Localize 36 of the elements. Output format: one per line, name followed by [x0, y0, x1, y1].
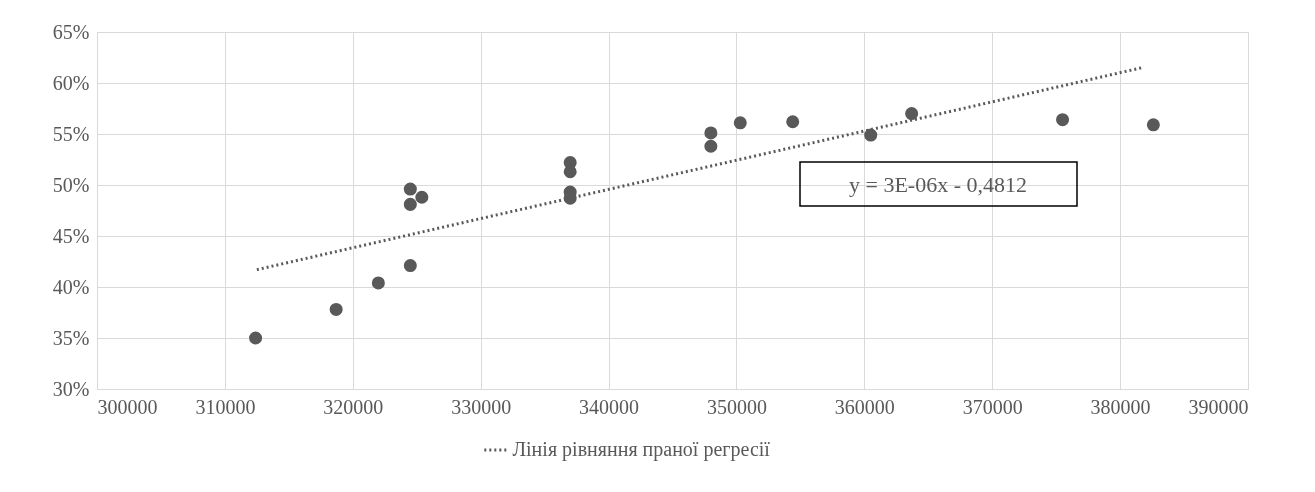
point: [704, 126, 718, 140]
point: [415, 190, 429, 204]
y-tick-label: 65%: [52, 20, 90, 43]
point: [864, 128, 878, 142]
x-tick-label: 330000: [451, 395, 512, 418]
x-tick-label: 380000: [1090, 395, 1151, 418]
x-tick-label: 300000: [97, 395, 158, 418]
point: [905, 107, 919, 121]
point: [249, 331, 263, 345]
point: [704, 139, 718, 153]
x-tick-label: 320000: [323, 395, 384, 418]
y-tick-label: 50%: [52, 173, 90, 196]
point: [1146, 118, 1160, 132]
x-tick-label: 370000: [962, 395, 1023, 418]
x-tick-label: 340000: [579, 395, 640, 418]
y-tick-label: 40%: [52, 275, 90, 298]
x-tick-label: 310000: [195, 395, 256, 418]
point: [403, 182, 417, 196]
point: [563, 165, 577, 179]
point: [403, 197, 417, 211]
y-tick-label: 45%: [52, 224, 90, 247]
point: [786, 115, 800, 129]
legend-label: Лінія рівняння праної регресії: [512, 438, 771, 461]
point: [403, 259, 417, 273]
y-tick-label: 35%: [52, 326, 90, 349]
point: [733, 116, 747, 130]
point: [329, 302, 343, 316]
y-tick-label: 60%: [52, 71, 90, 94]
point: [371, 276, 385, 290]
point: [1056, 113, 1070, 127]
annotation: y = 3E-06x - 0,4812: [849, 172, 1027, 197]
y-tick-label: 30%: [52, 377, 90, 400]
x-tick-label: 390000: [1188, 395, 1249, 418]
x-tick-label: 360000: [834, 395, 895, 418]
y-tick-label: 55%: [52, 122, 90, 145]
x-tick-label: 350000: [706, 395, 767, 418]
